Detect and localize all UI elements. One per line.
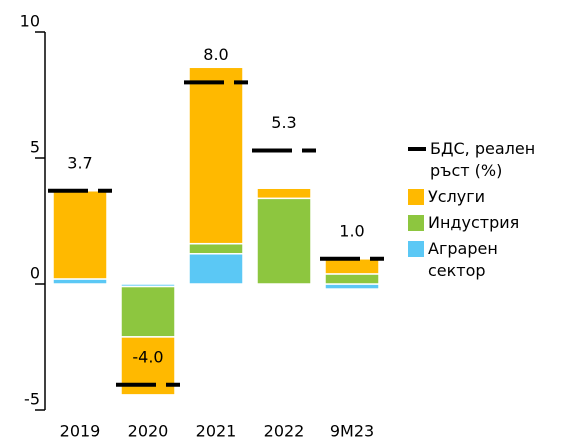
x-tick-label: 2019 — [60, 422, 101, 441]
legend: БДС, реален ръст (%) Услуги Индустрия Аграр… — [408, 138, 568, 286]
x-tick-label: 2020 — [128, 422, 169, 441]
bar-segment — [256, 187, 312, 200]
legend-label: Индустрия — [428, 213, 520, 232]
x-tick-label: 2022 — [264, 422, 305, 441]
bar-segment — [188, 242, 244, 255]
data-label: 3.7 — [67, 153, 92, 172]
legend-swatch — [408, 189, 424, 205]
legend-swatch — [408, 215, 424, 231]
legend-swatch — [408, 241, 424, 257]
bar-segment — [52, 278, 108, 285]
bar-segment — [52, 190, 108, 280]
data-label: 5.3 — [271, 113, 296, 132]
data-label: 1.0 — [339, 221, 364, 240]
y-tick-label: 0 — [30, 264, 40, 283]
bar-segment — [324, 258, 380, 275]
y-tick-label: -5 — [24, 390, 40, 409]
bar-segment — [120, 285, 176, 338]
legend-label: БДС, реален ръст (%) — [430, 139, 536, 180]
legend-item: БДС, реален ръст (%) — [408, 138, 568, 182]
legend-marker — [408, 147, 426, 151]
data-label: 8.0 — [203, 45, 228, 64]
bar-segment — [188, 66, 244, 245]
y-tick-label: 5 — [30, 138, 40, 157]
legend-label: Услуги — [428, 187, 486, 206]
legend-item: Аграрен сектор — [408, 238, 568, 282]
bar-segment — [324, 273, 380, 285]
x-tick-label: 2021 — [196, 422, 237, 441]
x-tick-label: 9M23 — [330, 422, 374, 441]
bar-segment — [256, 197, 312, 285]
y-tick-label: 10 — [20, 12, 40, 31]
bar-segment — [324, 283, 380, 290]
legend-item: Услуги — [408, 186, 568, 208]
bar-segment — [188, 253, 244, 285]
legend-item: Индустрия — [408, 212, 568, 234]
data-label: -4.0 — [132, 347, 163, 366]
legend-label: Аграрен сектор — [428, 239, 498, 280]
